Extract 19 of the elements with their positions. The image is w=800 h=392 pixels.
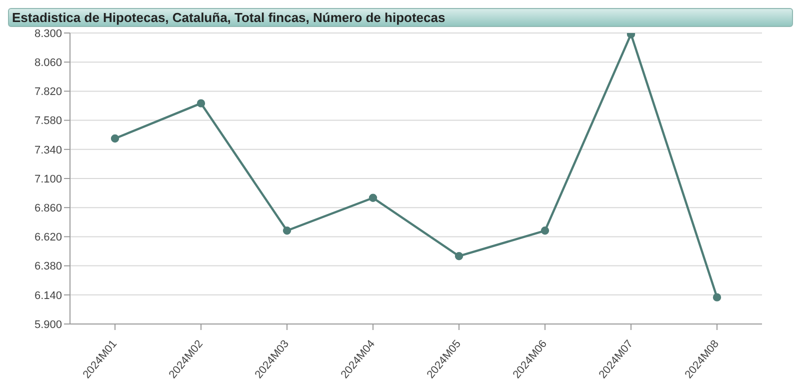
- y-tick-label: 8.300: [34, 28, 62, 40]
- y-tick-label: 7.100: [34, 173, 62, 186]
- point: [110, 134, 120, 143]
- y-tick-label: 6.860: [34, 202, 62, 215]
- y-tick-label: 7.340: [34, 144, 62, 156]
- y-tick-label: 6.620: [34, 232, 62, 244]
- y-tick-label: 5.900: [34, 318, 62, 331]
- point: [282, 226, 292, 235]
- y-tick-label: 7.820: [34, 86, 62, 98]
- y-tick-label: 6.140: [34, 290, 62, 302]
- point: [368, 194, 378, 202]
- point: [712, 293, 722, 302]
- y-tick-label: 8.060: [34, 57, 62, 70]
- chart-title: Estadistica de Hipotecas, Cataluña, Total fincas, Número de hipotecas: [8, 8, 793, 27]
- y-tick-label: 6.380: [34, 260, 62, 273]
- y-tick-label: 7.580: [34, 115, 62, 128]
- point: [196, 99, 206, 108]
- point: [540, 226, 550, 235]
- point: [454, 252, 464, 260]
